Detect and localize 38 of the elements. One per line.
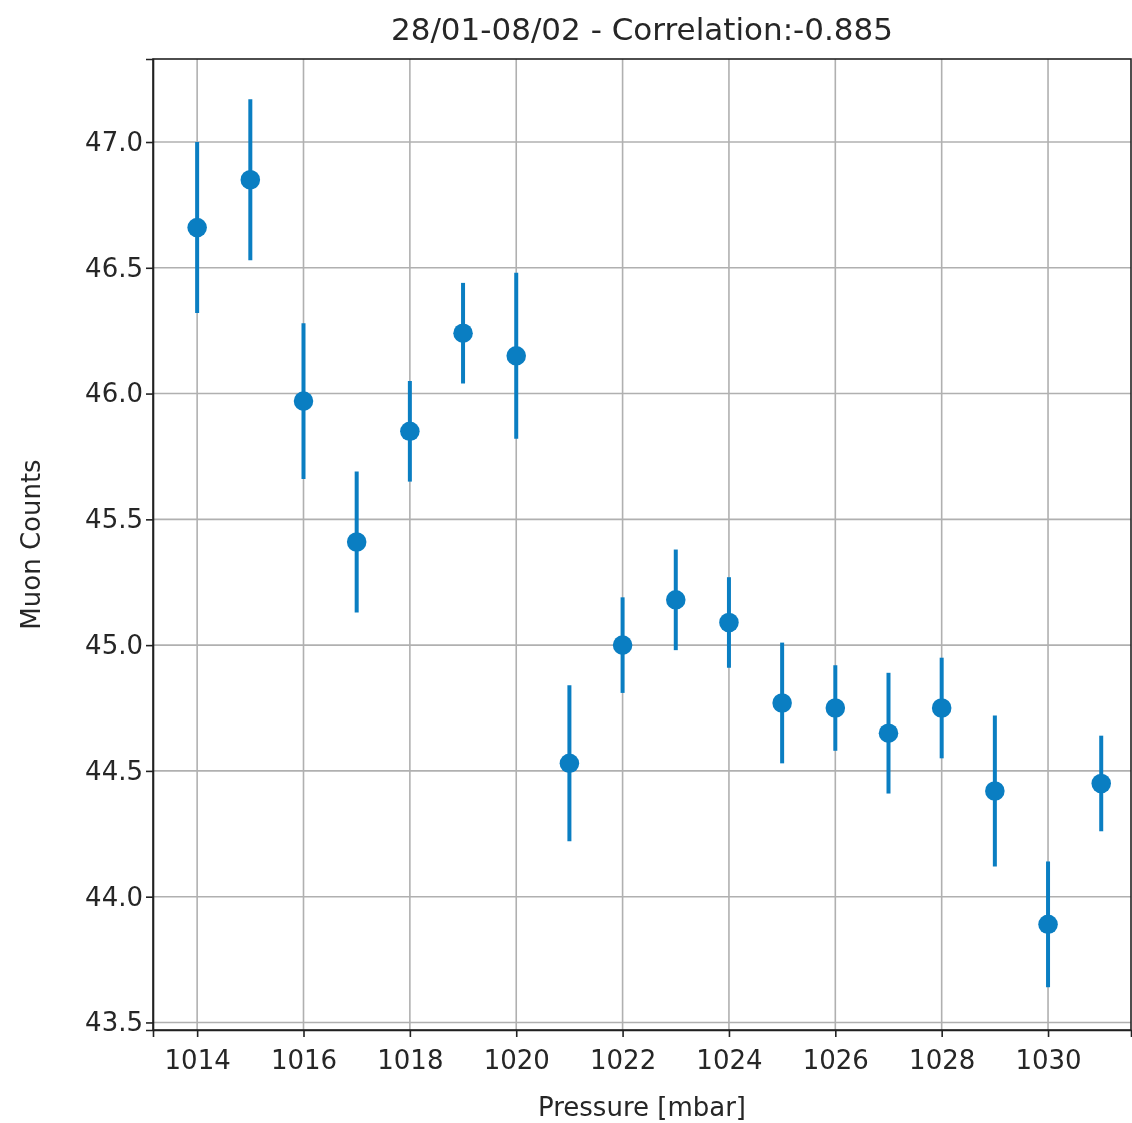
- y-tick-label: 44.0: [85, 881, 143, 912]
- point: [240, 169, 261, 190]
- point: [1091, 773, 1111, 794]
- x-tick-label: 1028: [909, 1044, 976, 1075]
- point: [931, 698, 952, 718]
- x-tick-label: 1024: [696, 1044, 763, 1075]
- y-tick-label: 44.5: [85, 755, 143, 786]
- x-tick-label: 1022: [590, 1044, 657, 1075]
- y-tick-label: 46.5: [85, 252, 143, 283]
- y-tick-label: 46.0: [85, 378, 143, 409]
- point: [453, 323, 473, 343]
- x-tick-label: 1030: [1015, 1044, 1082, 1075]
- y-tick-label: 43.5: [85, 1007, 143, 1038]
- y-tick-label: 45.5: [85, 504, 143, 535]
- point: [1038, 914, 1058, 935]
- x-tick-label: 1018: [377, 1044, 444, 1075]
- point: [559, 753, 580, 774]
- point: [187, 217, 207, 238]
- y-tick-label: 47.0: [85, 126, 143, 157]
- point: [293, 391, 314, 411]
- x-tick-label: 1020: [483, 1044, 550, 1075]
- x-tick-label: 1016: [270, 1044, 338, 1075]
- point: [506, 346, 526, 366]
- point: [772, 693, 792, 713]
- y-tick-label: 45.0: [85, 629, 143, 660]
- point: [346, 532, 367, 552]
- x-tick-label: 1014: [164, 1044, 231, 1075]
- point: [878, 723, 899, 743]
- point: [666, 590, 686, 610]
- x-axis-title: Pressure [mbar]: [537, 1092, 747, 1122]
- x-tick-label: 1026: [802, 1044, 869, 1075]
- y-axis-title: Muon Counts: [16, 459, 46, 630]
- point: [719, 612, 739, 633]
- point: [612, 635, 633, 655]
- chart-title: 28/01-08/02 - Correlation:-0.885: [390, 11, 894, 47]
- point: [985, 781, 1005, 801]
- point: [400, 421, 420, 442]
- point: [825, 698, 846, 718]
